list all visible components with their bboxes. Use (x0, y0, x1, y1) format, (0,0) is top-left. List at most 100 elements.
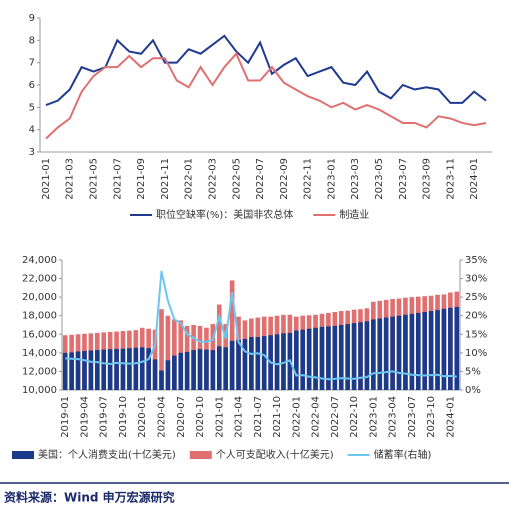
bar (178, 352, 184, 390)
x-tick-label: 2021-07 (112, 158, 123, 200)
bar (159, 309, 164, 390)
x-tick-label: 2019-04 (79, 396, 90, 438)
x-tick-label: 2019-01 (60, 396, 71, 438)
bar (415, 312, 421, 390)
legend-swatch (189, 451, 212, 459)
bar (293, 330, 299, 390)
bar (249, 337, 254, 390)
bar (409, 313, 415, 390)
x-tick-label: 2022-11 (303, 158, 314, 200)
x-tick-label: 2023-03 (350, 158, 361, 200)
x-tick-label: 2022-01 (291, 396, 302, 438)
y-tick-label: 20,000 (22, 292, 57, 303)
x-tick-label: 2022-10 (349, 396, 360, 438)
y-tick-label: 16,000 (22, 329, 57, 340)
bar (435, 310, 440, 390)
x-tick-label: 2023-01 (368, 396, 379, 438)
y2-tick-label: 20% (465, 311, 487, 322)
bar (338, 325, 344, 390)
line (65, 270, 457, 381)
bar (152, 359, 158, 390)
bar (371, 319, 376, 390)
bar (345, 324, 350, 390)
y-tick-label: 9 (29, 13, 35, 24)
bar (172, 355, 177, 390)
bar (358, 322, 363, 390)
y-tick-label: 6 (29, 80, 35, 91)
bar (422, 312, 428, 390)
x-tick-label: 2023-10 (426, 396, 437, 438)
bar (229, 340, 235, 390)
y2-tick-label: 35% (465, 255, 487, 266)
legend-label: 制造业 (339, 208, 369, 221)
x-tick-label: 2021-05 (89, 158, 100, 200)
source: 资料来源：Wind 申万宏源研究 (4, 490, 175, 505)
bar (75, 351, 81, 390)
x-tick-label: 2022-04 (311, 396, 322, 438)
bar (396, 315, 402, 390)
y2-tick-label: 0% (465, 385, 481, 396)
bar (364, 321, 370, 390)
bar (184, 351, 190, 390)
bar (216, 346, 222, 390)
bar (120, 348, 126, 390)
bar (454, 306, 460, 390)
bar (139, 347, 145, 390)
x-tick-label: 2019-10 (118, 396, 129, 438)
legend-swatch (12, 451, 34, 459)
bar (210, 350, 216, 390)
x-tick-label: 2024-01 (445, 396, 456, 438)
y2-tick-label: 30% (465, 274, 487, 285)
x-tick-label: 2021-01 (41, 158, 52, 200)
bar (197, 349, 203, 390)
x-tick-label: 2021-01 (214, 396, 225, 438)
x-tick-label: 2022-07 (255, 158, 266, 200)
bar (306, 328, 312, 390)
y2-tick-label: 10% (465, 348, 487, 359)
y-tick-label: 24,000 (22, 255, 57, 266)
bar (101, 349, 107, 390)
bar (351, 323, 357, 390)
bar (448, 307, 453, 390)
x-tick-label: 2021-11 (160, 158, 171, 200)
y-tick-label: 14,000 (22, 348, 57, 359)
bar (88, 350, 94, 390)
bar (281, 333, 286, 390)
x-tick-label: 2020-07 (176, 396, 187, 438)
bar (82, 351, 87, 390)
y-tick-label: 18,000 (22, 311, 57, 322)
bar (428, 311, 434, 390)
bar (326, 326, 331, 390)
x-tick-label: 2023-05 (374, 158, 385, 200)
x-tick-label: 2020-04 (157, 396, 168, 438)
x-tick-label: 2022-03 (207, 158, 218, 200)
x-tick-label: 2023-07 (398, 158, 409, 200)
line (45, 34, 487, 107)
x-tick-label: 2022-07 (330, 396, 341, 438)
x-tick-label: 2020-01 (137, 396, 148, 438)
bar (191, 350, 196, 390)
x-tick-label: 2021-03 (65, 158, 76, 200)
y2-tick-label: 25% (465, 292, 487, 303)
bar (165, 315, 171, 390)
x-tick-label: 2022-01 (184, 158, 195, 200)
bar (223, 347, 229, 390)
bar (236, 339, 241, 390)
bar (229, 280, 235, 390)
x-tick-label: 2022-09 (279, 158, 290, 200)
y-tick-label: 5 (29, 102, 35, 113)
x-tick-label: 2021-10 (272, 396, 283, 438)
bar (69, 352, 74, 390)
y-tick-label: 3 (29, 147, 35, 158)
bar (133, 347, 139, 390)
y-tick-label: 4 (29, 125, 35, 136)
bar (159, 370, 164, 390)
x-tick-label: 2024-01 (469, 158, 480, 200)
legend-label: 个人可支配收入(十亿美元) (216, 448, 334, 461)
bar (204, 349, 209, 390)
x-tick-label: 2020-10 (195, 396, 206, 438)
bar (332, 325, 338, 390)
legend-label: 美国：个人消费支出(十亿美元) (38, 448, 176, 461)
bar (62, 352, 68, 390)
